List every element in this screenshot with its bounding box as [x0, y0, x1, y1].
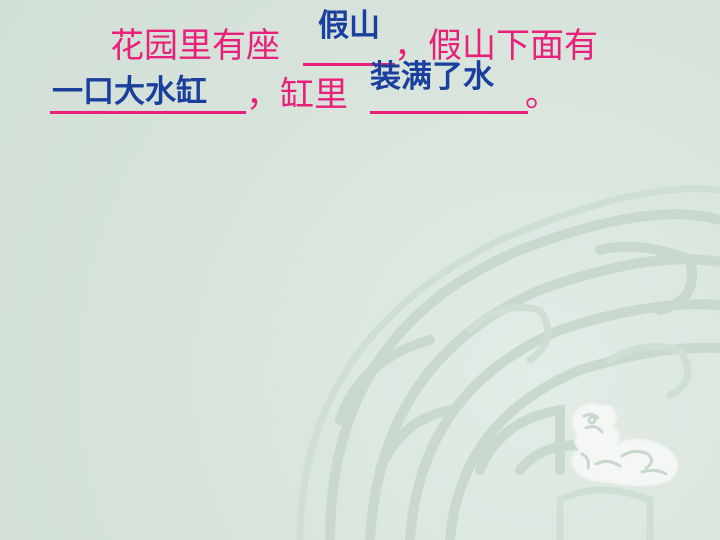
sentence-line2-suffix: 。 [525, 75, 559, 115]
blank-3 [370, 111, 528, 114]
blank-2 [50, 111, 246, 114]
answer-3: 装满了水 [370, 59, 494, 95]
blank-1 [303, 63, 395, 66]
sentence-line1-prefix: 花园里有座 [110, 26, 280, 66]
sentence-line2-middle: ，缸里 [246, 75, 348, 115]
answer-1: 假山 [318, 8, 380, 44]
answer-2: 一口大水缸 [52, 74, 207, 110]
sentence-line1-middle: ，假山下面有 [394, 26, 598, 66]
dragon-seal-icon [571, 403, 680, 487]
